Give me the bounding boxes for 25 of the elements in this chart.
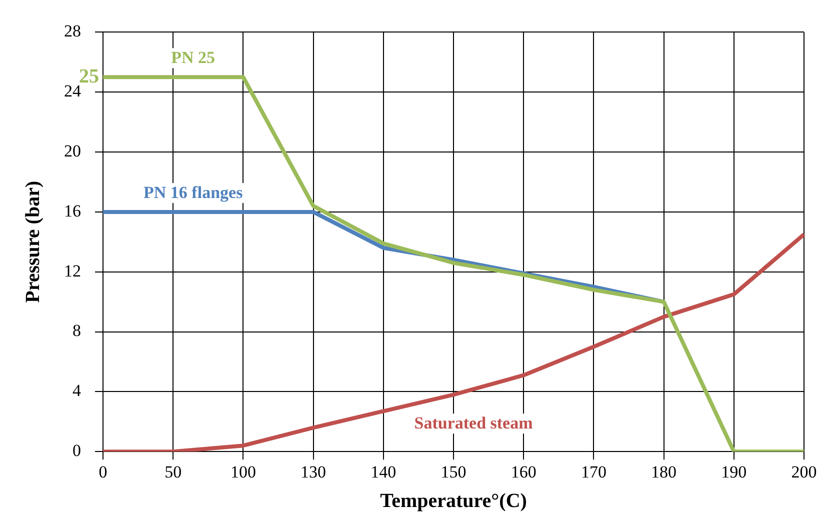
- x-tick-label: 180: [651, 462, 677, 482]
- series-label: Saturated steam: [414, 414, 533, 433]
- y-axis-title: Pressure (bar): [22, 180, 44, 303]
- y-tick-label: 8: [72, 321, 81, 340]
- x-tick-label: 100: [230, 462, 256, 482]
- y-tick-label: 12: [64, 261, 81, 280]
- x-tick-label: 160: [510, 462, 536, 482]
- x-tick-label: 190: [721, 462, 747, 482]
- x-tick-label: 150: [440, 462, 466, 482]
- y-tick-label: 20: [64, 141, 81, 160]
- x-tick-label: 0: [98, 462, 108, 482]
- x-tick-label: 50: [164, 462, 182, 482]
- y-tick-label: 28: [64, 22, 81, 41]
- series-label: PN 25: [171, 48, 216, 68]
- y-tick-label: 24: [64, 82, 82, 101]
- x-tick-label: 140: [370, 462, 396, 482]
- x-axis-title: Temperature°(C): [380, 490, 527, 512]
- x-tick-label: 200: [791, 462, 817, 482]
- y-tick-label: 0: [72, 441, 81, 460]
- y-tick-label: 16: [64, 201, 81, 220]
- annotation: 25: [79, 65, 99, 88]
- y-tick-label: 4: [72, 381, 82, 400]
- x-tick-label: 170: [580, 462, 606, 482]
- x-tick-label: 130: [300, 462, 326, 482]
- series-label: PN 16 flanges: [144, 182, 244, 202]
